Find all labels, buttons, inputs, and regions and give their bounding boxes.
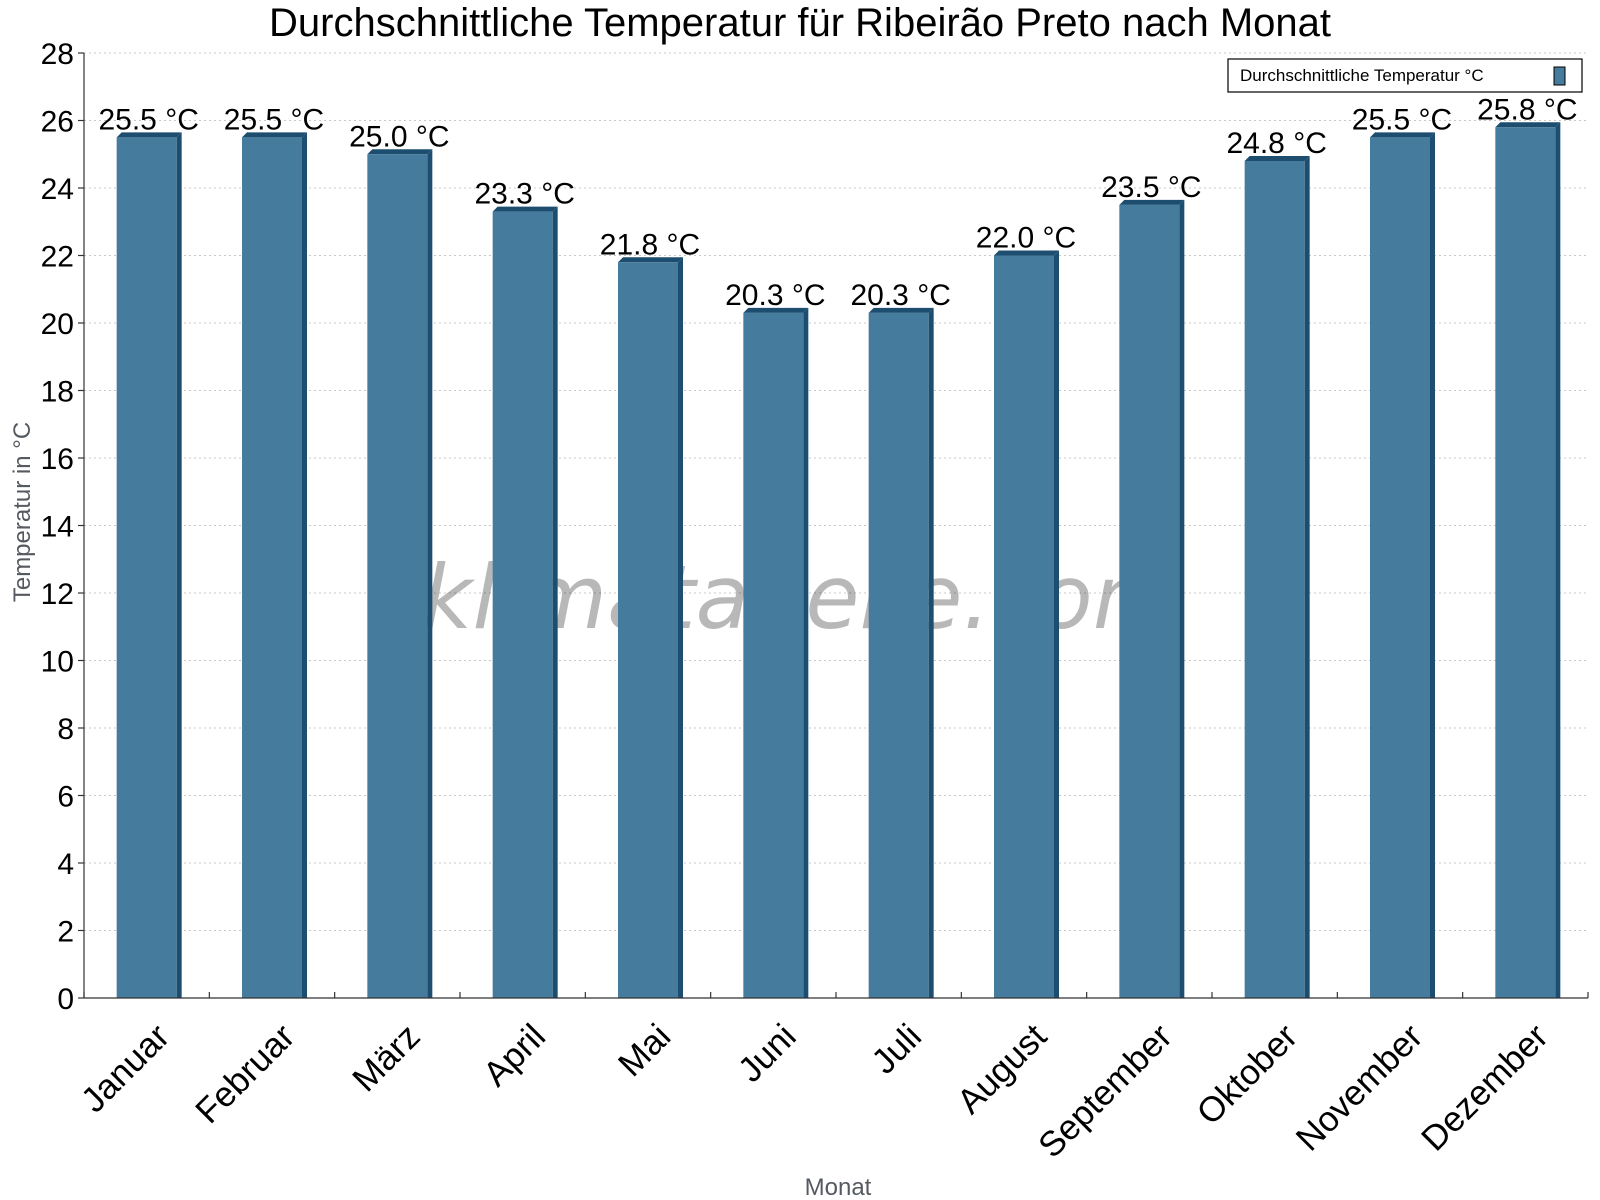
bar (492, 211, 553, 998)
x-tick-label: November (1289, 1017, 1431, 1159)
bar-top (743, 307, 809, 313)
x-tick-label: Juni (731, 1017, 804, 1090)
x-tick-label: August (950, 1017, 1055, 1122)
bar (1495, 127, 1556, 998)
chart-title: Durchschnittliche Temperatur für Ribeirã… (269, 1, 1331, 45)
y-tick-label: 8 (57, 713, 74, 746)
x-axis-title: Monat (805, 1174, 872, 1200)
data-label: 20.3 °C (850, 279, 950, 312)
bar-side (678, 257, 683, 998)
bar (1119, 204, 1180, 998)
bar (994, 255, 1054, 998)
y-tick-label: 2 (57, 916, 74, 949)
y-tick-label: 10 (41, 646, 74, 679)
y-axis-title: Temperatur in °C (9, 422, 36, 602)
bar-top (367, 149, 433, 155)
x-tick-label: Juli (864, 1017, 929, 1082)
bar (1244, 161, 1305, 998)
bar (1370, 137, 1430, 998)
legend-box (1227, 58, 1583, 93)
data-label: 23.5 °C (1101, 171, 1201, 204)
data-labels: 25.5 °C 25.5 °C 25.0 °C 23.3 °C 21.8 °C 20.3 … (98, 93, 1577, 312)
x-tick-label: März (345, 1017, 428, 1100)
bar-side (552, 206, 558, 998)
bar-side (427, 149, 433, 998)
y-tick-label: 28 (41, 38, 74, 71)
bar (116, 137, 177, 998)
x-tick-label: Februar (188, 1017, 302, 1131)
bar (618, 262, 678, 998)
bar (242, 137, 302, 998)
data-label: 24.8 °C (1226, 127, 1326, 160)
bar-side (1304, 156, 1310, 998)
data-label: 23.3 °C (474, 178, 574, 211)
y-tick-label: 0 (57, 983, 74, 1016)
y-tick-label: 6 (57, 781, 74, 814)
bar (868, 312, 929, 998)
y-tick-label: 18 (41, 376, 74, 409)
bar-side (1054, 250, 1059, 998)
y-tick-label: 12 (41, 578, 74, 611)
x-tick-label: September (1031, 1017, 1180, 1166)
bar-top (116, 132, 182, 138)
bar-top (868, 307, 934, 313)
y-tick-label: 24 (41, 173, 74, 206)
bar-side (1179, 199, 1185, 998)
y-tick-label: 20 (41, 308, 74, 341)
bar-top (1119, 199, 1185, 205)
x-tick-label: Mai (611, 1017, 678, 1084)
bar-top (994, 250, 1059, 256)
legend: Durchschnittliche Temperatur °C (1227, 58, 1583, 93)
bar (367, 154, 428, 998)
data-label: 25.5 °C (98, 103, 198, 136)
y-tick-label: 22 (41, 241, 74, 274)
data-label: 20.3 °C (725, 279, 825, 312)
y-tick-label: 4 (57, 848, 74, 881)
bar-side (928, 307, 934, 998)
y-tick-label: 26 (41, 106, 74, 139)
bar-top (618, 257, 683, 263)
bar-top (242, 132, 307, 138)
bar-top (1370, 132, 1435, 138)
gridlines (84, 52, 1588, 931)
bars (116, 122, 1561, 998)
data-label: 25.5 °C (1352, 103, 1452, 136)
data-label: 25.0 °C (349, 120, 449, 153)
legend-swatch (1553, 66, 1566, 86)
data-label: 22.0 °C (976, 222, 1076, 255)
y-tick-label: 16 (41, 443, 74, 476)
bar-side (176, 132, 182, 998)
y-tick-label: 14 (41, 511, 74, 544)
x-tick-label: Dezember (1414, 1017, 1556, 1159)
bar-side (302, 132, 307, 998)
bar-side (1555, 122, 1561, 998)
x-tick-label: April (476, 1017, 553, 1094)
bar (743, 312, 804, 998)
bar-top (492, 206, 558, 212)
x-tick-label: Januar (74, 1017, 177, 1120)
data-label: 25.5 °C (224, 103, 324, 136)
bar-side (1430, 132, 1435, 998)
bar-top (1495, 122, 1561, 128)
data-label: 25.8 °C (1477, 93, 1577, 126)
data-label: 21.8 °C (600, 228, 700, 261)
x-tick-label: Oktober (1189, 1016, 1305, 1132)
bar-side (803, 307, 809, 998)
legend-label: Durchschnittliche Temperatur °C (1240, 66, 1484, 85)
bar-top (1244, 156, 1310, 161)
